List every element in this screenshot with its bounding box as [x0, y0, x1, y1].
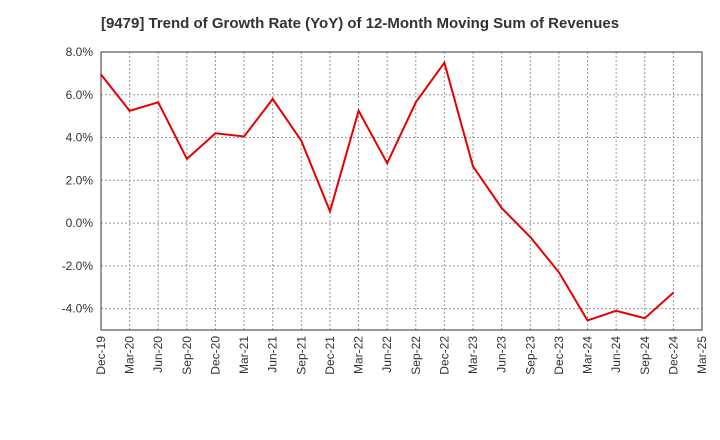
x-tick-label: Dec-19	[94, 336, 108, 375]
x-tick-label: Mar-23	[466, 336, 480, 374]
x-tick-label: Mar-24	[581, 336, 595, 374]
x-tick-label: Dec-20	[208, 336, 222, 375]
y-tick-label: 6.0%	[66, 88, 94, 102]
data-point	[615, 309, 617, 312]
data-point	[214, 132, 217, 135]
x-tick-label: Dec-23	[552, 336, 566, 375]
x-tick-label: Jun-23	[495, 336, 509, 373]
data-point	[357, 110, 360, 112]
x-tick-label: Mar-21	[237, 336, 251, 374]
x-tick-label: Sep-22	[409, 336, 423, 375]
data-point	[443, 61, 446, 64]
x-tick-label: Sep-20	[180, 336, 194, 375]
y-tick-label: -2.0%	[62, 259, 94, 273]
data-point	[472, 165, 474, 168]
data-point	[271, 98, 274, 100]
plot-frame	[100, 51, 703, 331]
x-tick-label: Sep-24	[638, 336, 652, 375]
x-tick-label: Jun-22	[380, 336, 394, 373]
y-tick-label: -4.0%	[62, 302, 94, 316]
x-tick-label: Dec-22	[437, 336, 451, 375]
y-tick-label: 0.0%	[66, 216, 94, 230]
x-tick-label: Jun-20	[151, 336, 165, 373]
x-tick-label: Jun-24	[609, 336, 623, 373]
data-point	[643, 317, 646, 320]
x-tick-label: Sep-21	[294, 336, 308, 375]
y-tick-label: 8.0%	[66, 45, 94, 59]
x-tick-label: Mar-20	[123, 336, 137, 374]
x-tick-label: Jun-21	[266, 336, 280, 373]
data-point	[300, 139, 303, 142]
data-point	[386, 162, 388, 164]
data-point	[558, 271, 560, 274]
data-point	[500, 207, 503, 209]
y-tick-label: 2.0%	[66, 173, 94, 187]
data-point	[529, 236, 532, 238]
x-tick-label: Dec-21	[323, 336, 337, 375]
data-point	[243, 135, 245, 138]
chart-title: [9479] Trend of Growth Rate (YoY) of 12-…	[100, 15, 620, 32]
x-tick-label: Dec-24	[666, 336, 680, 375]
x-tick-label: Mar-22	[352, 336, 366, 374]
y-tick-label: 4.0%	[66, 131, 94, 145]
x-tick-label: Mar-25	[695, 336, 709, 374]
data-point	[157, 101, 160, 104]
x-tick-label: Sep-23	[523, 336, 537, 375]
data-point	[100, 73, 102, 76]
data-point	[415, 101, 417, 104]
data-point	[672, 291, 675, 294]
data-point	[586, 319, 589, 322]
data-point	[329, 210, 331, 213]
data-point	[128, 110, 131, 112]
data-point	[186, 158, 188, 160]
